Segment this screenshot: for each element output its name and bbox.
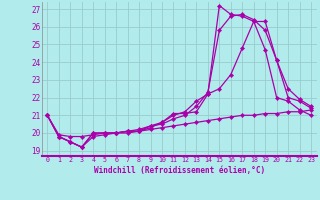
X-axis label: Windchill (Refroidissement éolien,°C): Windchill (Refroidissement éolien,°C) xyxy=(94,166,265,175)
